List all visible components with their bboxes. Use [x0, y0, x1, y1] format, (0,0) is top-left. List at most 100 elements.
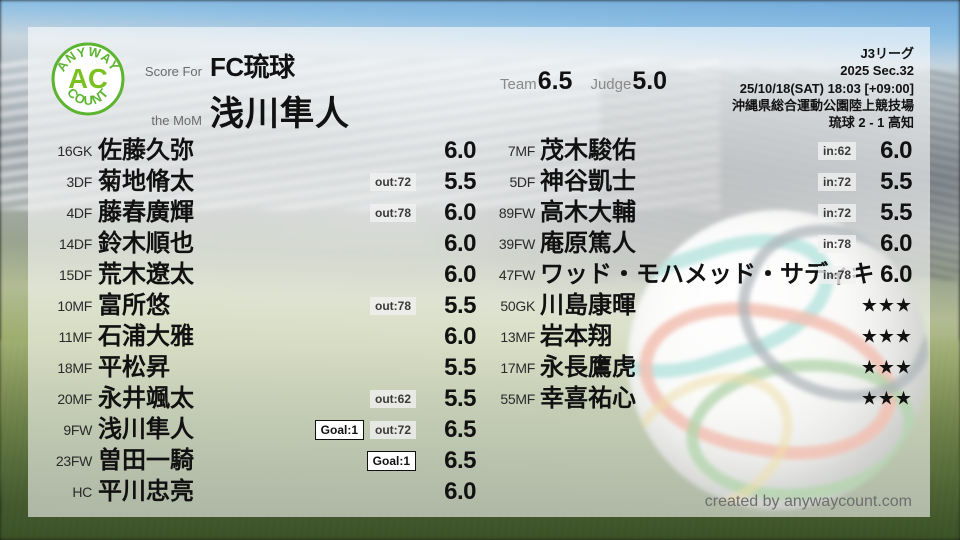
- substitution-badge: out:72: [370, 172, 416, 191]
- anywaycount-logo-icon: ANYWAY COUNT AC: [51, 42, 125, 116]
- player-row[interactable]: 9FW 浅川隼人 Goal:1 out:72 6.5: [40, 414, 480, 445]
- player-badges: in:62: [817, 141, 856, 160]
- player-row[interactable]: 20MF 永井颯太 out:62 5.5: [40, 383, 480, 414]
- player-number-position: 10MF: [57, 297, 92, 314]
- substitution-badge: in:72: [817, 172, 856, 191]
- player-number-position: 9FW: [63, 421, 92, 438]
- player-row[interactable]: 17MF 永長鷹虎 ★★★: [492, 352, 916, 383]
- player-row[interactable]: 39FW 庵原篤人 in:78 6.0: [492, 228, 916, 259]
- player-score: 5.5: [444, 353, 476, 381]
- mom-label: the MoM: [151, 113, 202, 128]
- player-row[interactable]: 7MF 茂木駿佑 in:62 6.0: [492, 135, 916, 166]
- player-row[interactable]: 16GK 佐藤久弥 6.0: [40, 135, 480, 166]
- player-row[interactable]: HC 平川忠亮 6.0: [40, 476, 480, 507]
- player-name: 平川忠亮: [98, 477, 194, 505]
- team-rating-value: 6.5: [537, 67, 573, 95]
- player-name: 石浦大雅: [98, 322, 194, 350]
- player-number-position: 11MF: [58, 328, 92, 345]
- substitution-badge: out:78: [370, 296, 416, 315]
- season-section: 2025 Sec.32: [840, 63, 914, 79]
- player-row[interactable]: 14DF 鈴木順也 6.0: [40, 228, 480, 259]
- player-row[interactable]: 13MF 岩本翔 ★★★: [492, 321, 916, 352]
- substitution-badge: in:78: [817, 265, 856, 284]
- player-score: ★★★: [860, 388, 912, 409]
- player-score: 5.5: [444, 291, 476, 319]
- player-number-position: HC: [72, 483, 92, 500]
- player-number-position: 50GK: [500, 297, 535, 314]
- player-badges: out:72: [370, 172, 416, 191]
- mom-name: 浅川隼人: [210, 95, 350, 133]
- player-row[interactable]: 3DF 菊地脩太 out:72 5.5: [40, 166, 480, 197]
- substitution-badge: out:62: [370, 389, 416, 408]
- player-badges: in:78: [817, 265, 856, 284]
- player-row[interactable]: 47FW ワッド・モハメッド・サディキ in:78 6.0: [492, 259, 916, 290]
- substitution-badge: out:72: [370, 420, 416, 439]
- player-badges: out:62: [370, 389, 416, 408]
- player-name: 荒木遼太: [98, 260, 194, 288]
- player-score: 6.5: [444, 446, 476, 474]
- player-number-position: 18MF: [57, 359, 92, 376]
- player-badges: in:78: [817, 234, 856, 253]
- player-badges: out:78: [370, 203, 416, 222]
- player-row[interactable]: 55MF 幸喜祐心 ★★★: [492, 383, 916, 414]
- match-result: 琉球 2 - 1 高知: [828, 115, 914, 131]
- player-score: 5.5: [444, 384, 476, 412]
- player-row[interactable]: 10MF 富所悠 out:78 5.5: [40, 290, 480, 321]
- player-name: 永井颯太: [98, 384, 194, 412]
- player-score: 5.5: [880, 167, 912, 195]
- player-score: ★★★: [860, 357, 912, 378]
- score-for-block: Score For FC琉球 the MoM 浅川隼人: [132, 47, 462, 135]
- player-row[interactable]: 4DF 藤春廣輝 out:78 6.0: [40, 197, 480, 228]
- team-name: FC琉球: [210, 52, 295, 82]
- player-name: 浅川隼人: [98, 415, 194, 443]
- player-number-position: 39FW: [498, 235, 535, 252]
- substitution-badge: in:72: [817, 203, 856, 222]
- player-name: 鈴木順也: [98, 229, 194, 257]
- player-name: 庵原篤人: [540, 229, 636, 257]
- player-number-position: 47FW: [498, 266, 535, 283]
- substitution-badge: in:78: [817, 234, 856, 253]
- player-number-position: 7MF: [507, 142, 535, 159]
- league-name: J3リーグ: [860, 46, 914, 61]
- player-name: 佐藤久弥: [98, 136, 194, 164]
- player-badges: in:72: [817, 203, 856, 222]
- player-score: ★★★: [860, 295, 912, 316]
- player-number-position: 15DF: [58, 266, 92, 283]
- player-name: 藤春廣輝: [98, 198, 194, 226]
- player-number-position: 89FW: [498, 204, 535, 221]
- player-row[interactable]: 89FW 高木大輔 in:72 5.5: [492, 197, 916, 228]
- player-number-position: 13MF: [500, 328, 535, 345]
- player-row[interactable]: 5DF 神谷凱士 in:72 5.5: [492, 166, 916, 197]
- judge-rating-value: 5.0: [632, 67, 668, 95]
- substitution-badge: in:62: [817, 141, 856, 160]
- judge-rating-label: Judge: [590, 76, 632, 93]
- player-score: 6.0: [444, 477, 476, 505]
- player-name: 永長鷹虎: [540, 353, 636, 381]
- player-score: 6.0: [444, 229, 476, 257]
- player-badges: in:72: [817, 172, 856, 191]
- player-row[interactable]: 50GK 川島康暉 ★★★: [492, 290, 916, 321]
- header: ANYWAY COUNT AC Score For FC琉球 the MoM 浅…: [28, 27, 930, 135]
- logo-bottom-text: COUNT: [64, 85, 111, 108]
- player-row[interactable]: 15DF 荒木遼太 6.0: [40, 259, 480, 290]
- player-number-position: 14DF: [58, 235, 92, 252]
- player-badges: out:78: [370, 296, 416, 315]
- player-row[interactable]: 18MF 平松昇 5.5: [40, 352, 480, 383]
- player-score: 6.0: [880, 260, 912, 288]
- player-score: 5.5: [444, 167, 476, 195]
- starters-column: 16GK 佐藤久弥 6.0 3DF 菊地脩太 out:72 5.5 4DF 藤春廣輝 out:78…: [40, 135, 480, 507]
- player-number-position: 16GK: [57, 142, 92, 159]
- goal-badge: Goal:1: [314, 419, 364, 440]
- match-meta: J3リーグ 2025 Sec.32 25/10/18(SAT) 18:03 [+…: [732, 45, 914, 131]
- player-row[interactable]: 11MF 石浦大雅 6.0: [40, 321, 480, 352]
- team-judge-ratings: Team 6.5 Judge 5.0: [500, 67, 685, 96]
- player-name: 曽田一騎: [98, 446, 194, 474]
- substitution-badge: out:78: [370, 203, 416, 222]
- team-rating-label: Team: [500, 76, 537, 93]
- player-number-position: 55MF: [500, 390, 535, 407]
- player-row[interactable]: 23FW 曽田一騎 Goal:1 6.5: [40, 445, 480, 476]
- player-score: 6.0: [444, 136, 476, 164]
- player-name: 平松昇: [98, 353, 170, 381]
- player-score: 6.0: [444, 322, 476, 350]
